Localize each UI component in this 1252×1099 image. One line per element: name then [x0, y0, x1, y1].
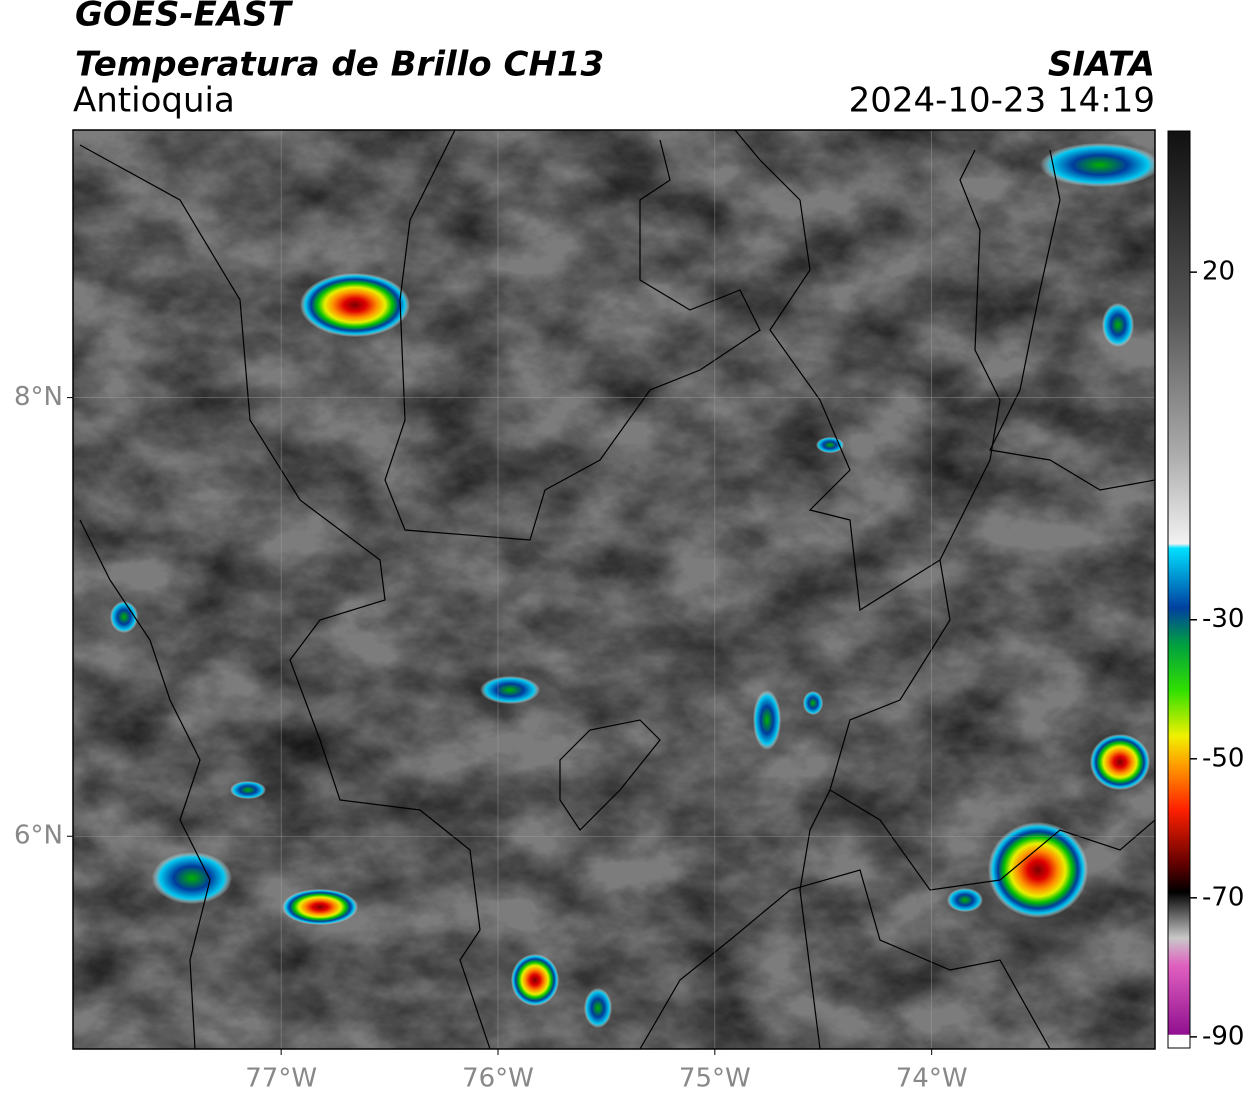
source: SIATA — [1048, 45, 1155, 85]
graticule — [73, 130, 1155, 1049]
region: Antioquia — [73, 81, 235, 121]
title: GOES-EAST — [75, 0, 294, 35]
colorbar-tick-label: -90 — [1202, 1021, 1244, 1051]
convective-cells — [110, 143, 1155, 1028]
colorbar — [1167, 130, 1191, 1049]
y-tick-label: 8°N — [14, 382, 63, 412]
colorbar-tick-label: -70 — [1202, 882, 1244, 912]
x-tick-label: 77°W — [245, 1064, 317, 1094]
datetime: 2024-10-23 14:19 — [849, 81, 1155, 121]
x-tick-label: 74°W — [896, 1064, 968, 1094]
x-tick-label: 76°W — [462, 1064, 534, 1094]
colorbar-tick-label: 20 — [1202, 257, 1235, 287]
borders — [79, 130, 1155, 1049]
colorbar-tick-label: -30 — [1202, 604, 1244, 634]
subtitle: Temperatura de Brillo CH13 — [75, 45, 604, 85]
cloud-texture — [73, 130, 1155, 1049]
y-tick-label: 6°N — [14, 821, 63, 851]
map-frame — [72, 129, 1156, 1050]
map-image — [73, 130, 1155, 1049]
x-tick-label: 75°W — [679, 1064, 751, 1094]
colorbar-tick-label: -50 — [1202, 743, 1244, 773]
